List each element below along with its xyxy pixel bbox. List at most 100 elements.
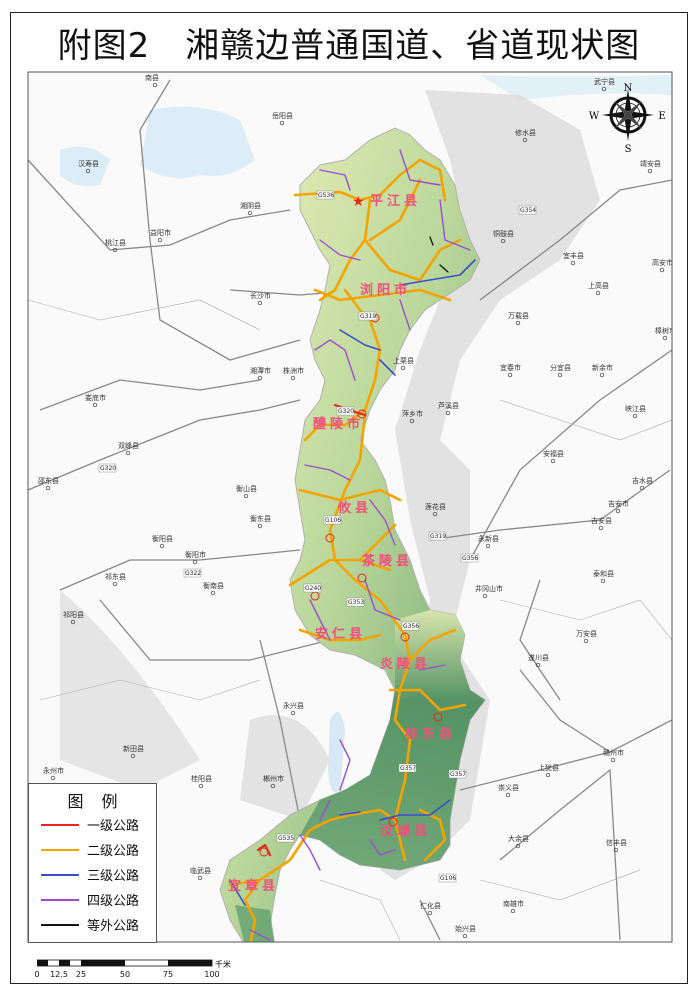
city-label: 万安县 [576, 629, 597, 638]
city-label: 信丰县 [606, 838, 627, 847]
city-marker-icon [210, 590, 216, 596]
city-label: 桂阳县 [191, 774, 212, 783]
city-marker-icon [257, 300, 263, 306]
legend-swatch [41, 923, 79, 926]
compass-west: W [589, 111, 600, 122]
city-label: 大余县 [508, 834, 529, 843]
county-seat-icon [259, 847, 269, 857]
scale-label: 50 [119, 970, 131, 979]
county-label: 醴陵市 [313, 416, 364, 432]
city-marker-icon [409, 418, 415, 424]
county-label: 桂东县 [404, 726, 456, 742]
route-shield-icon [346, 597, 365, 607]
route-label: G357 [400, 765, 416, 772]
route-shield-icon [323, 515, 342, 525]
route-label: G536 [318, 192, 334, 199]
city-label: 峡江县 [625, 404, 646, 413]
scale-label: 100 [204, 970, 220, 979]
dongting-lake [140, 106, 255, 179]
city-label: 樟树市 [655, 326, 676, 335]
county-seat-icon [433, 712, 443, 722]
city-marker-icon [85, 168, 91, 174]
city-marker-icon [600, 578, 606, 584]
compass-south: S [625, 144, 632, 155]
reservoir [328, 712, 345, 793]
background-roads [28, 79, 672, 941]
scale-label: 25 [75, 970, 87, 979]
city-marker-icon [610, 757, 616, 763]
route-label: G356 [403, 623, 419, 630]
city-marker-icon [515, 843, 521, 849]
city-marker-icon [279, 120, 285, 126]
route-shield-icon [98, 463, 117, 473]
route-shield-icon [401, 621, 420, 631]
city-marker-icon [583, 638, 589, 644]
county-label: 安仁县 [315, 626, 366, 642]
city-label: 泰和县 [593, 569, 614, 578]
class4-roads [249, 149, 471, 941]
city-label: 武宁县 [594, 77, 615, 86]
city-marker-icon [243, 493, 249, 499]
legend-title: 图例 [67, 792, 136, 811]
lake [480, 75, 672, 100]
city-label: 遂川县 [528, 653, 549, 662]
route-label: G240 [305, 585, 321, 592]
city-label: 汉寿县 [78, 159, 99, 168]
city-label: 南县 [145, 73, 159, 82]
legend-item-class2: 二级公路 [41, 837, 156, 862]
city-label: 莲花县 [425, 502, 446, 511]
city-marker-icon [270, 783, 276, 789]
city-marker-icon [482, 593, 488, 599]
substandard-roads [429, 236, 449, 273]
city-marker-icon [639, 485, 645, 491]
city-marker-icon [535, 662, 541, 668]
city-marker-icon [613, 847, 619, 853]
city-label: 邵东县 [38, 476, 59, 485]
city-marker-icon [507, 372, 513, 378]
map-frame [10, 12, 688, 984]
city-label: 修水县 [515, 128, 536, 137]
route-shield-icon [518, 205, 537, 215]
city-marker-icon [192, 559, 198, 565]
city-marker-icon [485, 543, 491, 549]
city-marker-icon [601, 86, 607, 92]
city-marker-icon [257, 375, 263, 381]
city-marker-icon [159, 543, 165, 549]
city-marker-icon [662, 335, 668, 341]
city-label: 株洲市 [283, 366, 304, 375]
route-shield-icon [438, 873, 457, 883]
county-seat-icon [400, 632, 410, 642]
city-label: 吉水县 [632, 476, 653, 485]
route-shield-icon [428, 531, 447, 541]
legend-item-class3: 三级公路 [41, 862, 156, 887]
city-label: 铜鼓县 [493, 229, 514, 238]
city-marker-icon [290, 375, 296, 381]
city-marker-icon [152, 82, 158, 88]
route-label: G319 [360, 313, 376, 320]
city-label: 永州市 [43, 766, 64, 775]
route-label: G354 [520, 207, 536, 214]
county-label: 汝城县 [380, 823, 431, 839]
city-label: 上高县 [588, 281, 609, 290]
city-label: 井冈山市 [475, 584, 503, 593]
city-label: 萍乡市 [402, 409, 423, 418]
legend-label: 等外公路 [87, 919, 140, 934]
city-marker-icon [647, 168, 653, 174]
city-marker-icon [125, 450, 131, 456]
route-label: G322 [185, 570, 201, 577]
city-label: 湘潭市 [250, 366, 271, 375]
city-marker-icon [157, 237, 163, 243]
map-border [27, 71, 673, 943]
city-label: 高安市 [652, 258, 673, 267]
city-label: 祁东县 [105, 572, 126, 581]
route-label: G535 [278, 835, 294, 842]
city-marker-icon [445, 410, 451, 416]
map-title: 附图2 湘赣边普通国道、省道现状图 [57, 26, 641, 66]
route-shield-icon [276, 833, 295, 843]
city-label: 衡南县 [203, 581, 224, 590]
city-label: 郴州市 [263, 774, 284, 783]
route-shield-icon [460, 553, 479, 563]
legend-label: 二级公路 [87, 844, 140, 859]
city-label: 湘阴县 [240, 201, 261, 210]
route-label: G106 [325, 517, 341, 524]
